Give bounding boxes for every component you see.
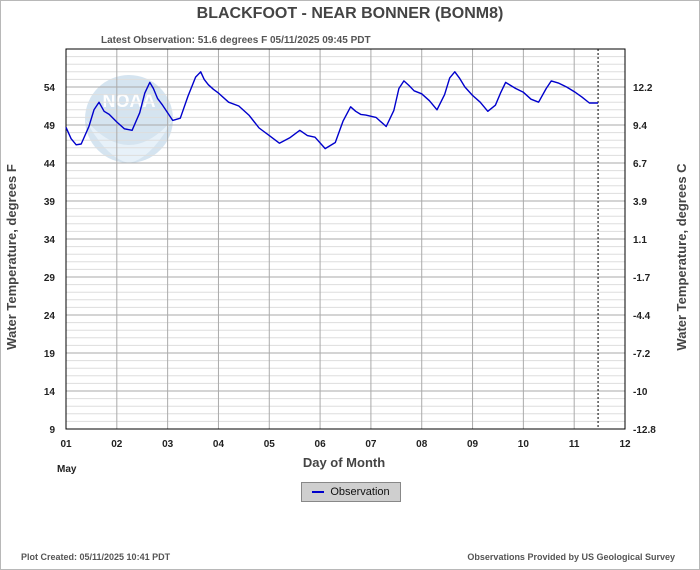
observation-series-line bbox=[65, 71, 599, 150]
x-axis-tick-labels: 01 02 03 04 05 06 07 08 09 10 11 12 bbox=[60, 439, 631, 450]
month-label: May bbox=[57, 464, 77, 475]
y-left-tick-label: 29 bbox=[44, 273, 56, 284]
x-tick-label: 02 bbox=[111, 439, 123, 450]
y-right-tick-label: 6.7 bbox=[633, 159, 647, 170]
svg-text:NOAA: NOAA bbox=[103, 91, 156, 111]
x-tick-label: 11 bbox=[569, 439, 580, 450]
y-left-tick-label: 49 bbox=[44, 121, 56, 132]
y-left-tick-label: 19 bbox=[44, 349, 56, 360]
y-right-tick-label: -1.7 bbox=[633, 273, 651, 284]
x-tick-label: 12 bbox=[619, 439, 631, 450]
series-layer bbox=[65, 71, 599, 150]
x-tick-label: 04 bbox=[213, 439, 225, 450]
observation-legend-label: Observation bbox=[330, 486, 390, 498]
y-left-axis-title: Water Temperature, degrees F bbox=[4, 164, 19, 350]
y-right-tick-label: 9.4 bbox=[633, 121, 647, 132]
x-tick-label: 07 bbox=[365, 439, 377, 450]
x-tick-label: 06 bbox=[315, 439, 327, 450]
y-right-tick-label: -4.4 bbox=[633, 311, 651, 322]
y-left-tick-label: 34 bbox=[44, 235, 56, 246]
noaa-logo-watermark: NOAA bbox=[85, 75, 173, 163]
y-left-tick-label: 54 bbox=[44, 83, 56, 94]
y-left-tick-label: 14 bbox=[44, 387, 56, 398]
y-left-tick-label: 24 bbox=[44, 311, 56, 322]
y-right-tick-label: 12.2 bbox=[633, 83, 653, 94]
plot-created-text: Plot Created: 05/11/2025 10:41 PDT bbox=[21, 552, 171, 562]
y-right-axis-title: Water Temperature, degrees C bbox=[674, 163, 689, 351]
x-tick-label: 10 bbox=[518, 439, 530, 450]
y-left-tick-label: 44 bbox=[44, 159, 56, 170]
major-gridlines bbox=[66, 49, 625, 429]
x-axis-title: Day of Month bbox=[303, 455, 385, 470]
data-provider-text: Observations Provided by US Geological S… bbox=[467, 552, 675, 562]
plot-area-frame bbox=[65, 48, 626, 430]
y-right-tick-label: 1.1 bbox=[633, 235, 647, 246]
chart-title: BLACKFOOT - NEAR BONNER (BONM8) bbox=[196, 5, 504, 22]
y-right-tick-label: -7.2 bbox=[633, 349, 651, 360]
y-left-tick-label: 39 bbox=[44, 197, 56, 208]
observation-legend-swatch bbox=[312, 491, 325, 493]
x-tick-label: 08 bbox=[416, 439, 428, 450]
latest-observation-text: Latest Observation: 51.6 degrees F 05/11… bbox=[101, 35, 371, 46]
y-left-tick-label: 9 bbox=[49, 425, 55, 436]
y-right-axis-tick-labels: -12.8 -10 -7.2 -4.4 -1.7 1.1 3.9 6.7 9.4 12.2 bbox=[633, 83, 656, 436]
x-tick-label: 03 bbox=[162, 439, 174, 450]
legend: Observation bbox=[301, 482, 401, 502]
x-tick-label: 09 bbox=[467, 439, 479, 450]
y-right-tick-label: -12.8 bbox=[633, 425, 656, 436]
y-right-tick-label: 3.9 bbox=[633, 197, 647, 208]
x-tick-label: 01 bbox=[60, 439, 72, 450]
y-left-axis-tick-labels: 9 14 19 24 29 34 39 44 49 54 bbox=[44, 83, 56, 436]
x-tick-label: 05 bbox=[264, 439, 276, 450]
y-right-tick-label: -10 bbox=[633, 387, 648, 398]
